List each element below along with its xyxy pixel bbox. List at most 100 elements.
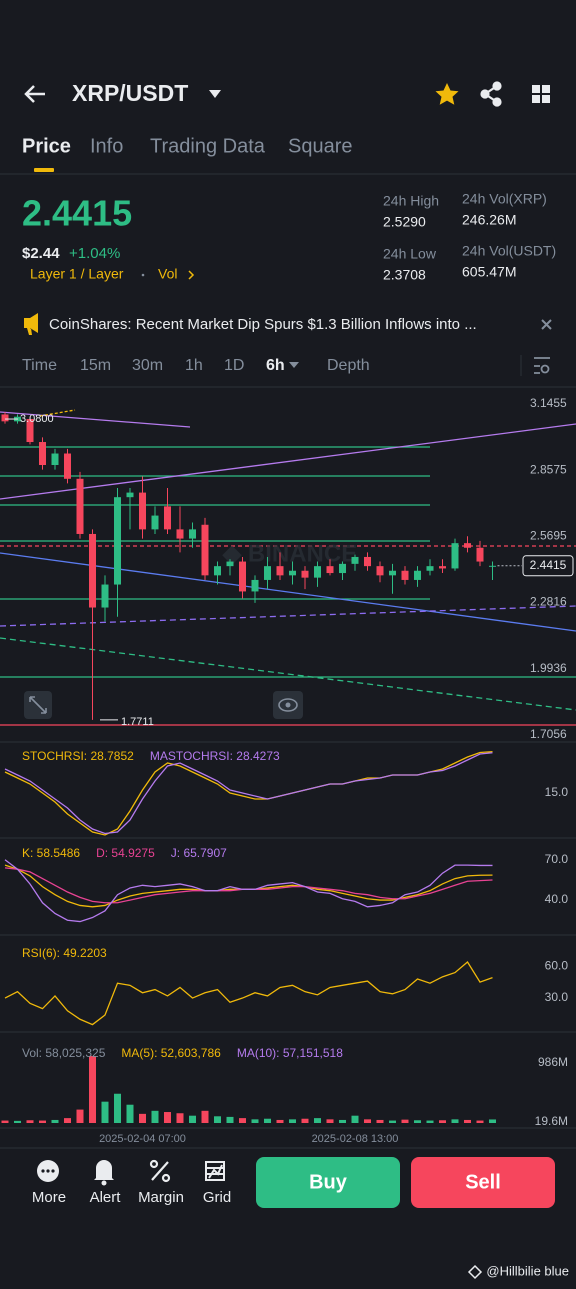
favorite-icon[interactable] [435, 83, 459, 105]
stat-label: 24h Low [383, 246, 437, 262]
pair-title[interactable]: XRP/USDT [72, 80, 188, 106]
legend-entry: Vol: 58,025,325 [22, 1046, 106, 1060]
volume-bar [126, 1104, 134, 1123]
interval[interactable]: 30m [132, 357, 163, 374]
news-icon [24, 313, 38, 335]
interval-caret[interactable] [289, 362, 299, 368]
news-close[interactable] [541, 319, 552, 330]
grid-icon[interactable] [205, 1161, 225, 1181]
buy-button[interactable] [256, 1157, 400, 1208]
price-change: +1.04% [69, 245, 120, 262]
candle-body [139, 492, 146, 530]
tab-indicator [34, 168, 54, 172]
visibility-button[interactable] [273, 691, 303, 719]
toolbar-label[interactable]: Margin [138, 1189, 184, 1206]
interval[interactable]: 15m [80, 357, 111, 374]
volume-bar [276, 1119, 284, 1123]
toolbar-label[interactable]: More [32, 1189, 66, 1206]
x-tick-label: 2025-02-08 13:00 [312, 1133, 399, 1145]
volume-bar [239, 1118, 246, 1123]
volume-bar [76, 1109, 84, 1123]
tag-dot [141, 273, 145, 277]
stat-label: 24h High [383, 193, 439, 209]
interval[interactable]: Time [22, 357, 57, 374]
buy-label[interactable]: Buy [309, 1171, 348, 1193]
high-label: 3.0800 [20, 413, 54, 425]
candle-body [126, 492, 134, 498]
tab[interactable]: Trading Data [150, 135, 266, 157]
legend-entry: MASTOCHRSI: 28.4273 [150, 749, 280, 763]
candle-body [376, 566, 384, 576]
stat-label: 24h Vol(USDT) [462, 243, 556, 259]
candle-body [201, 524, 209, 576]
volume-bar [189, 1115, 196, 1123]
indicator-line [4, 752, 493, 835]
toolbar-label[interactable]: Grid [203, 1189, 231, 1206]
low-label: 1.7711 [121, 716, 154, 728]
pair-caret[interactable] [209, 90, 221, 98]
interval[interactable]: Depth [327, 357, 370, 374]
candle-body [389, 570, 396, 576]
watermark: @Hillbilie blue [486, 1263, 569, 1278]
share-icon[interactable] [480, 81, 502, 107]
candle-body [289, 570, 296, 576]
volume-bar [414, 1120, 421, 1123]
sell-button[interactable] [411, 1157, 555, 1208]
legend-entry: RSI(6): 49.2203 [22, 946, 107, 960]
news-headline[interactable]: CoinShares: Recent Market Dip Spurs $1.3… [49, 316, 477, 333]
volume-bar [151, 1110, 159, 1123]
candle-body [314, 566, 321, 578]
volume-bar [464, 1119, 471, 1123]
y-tick-label: 1.9936 [530, 661, 567, 675]
candle-body [251, 579, 259, 592]
alert-icon[interactable] [94, 1160, 114, 1186]
legend-entry: STOCHRSI: 28.7852 [22, 749, 134, 763]
candle-body [89, 533, 96, 608]
legend-entry: MA(5): 52,603,786 [121, 1046, 221, 1060]
volume-bar [451, 1119, 459, 1123]
tag[interactable]: Vol [158, 266, 177, 282]
volume-bar [139, 1113, 146, 1123]
last-price: 2.4415 [22, 193, 132, 234]
tag[interactable]: Layer 1 / Layer [30, 266, 124, 282]
volume-bar [339, 1119, 346, 1123]
indicator-line [4, 859, 493, 923]
interval[interactable]: 6h [266, 357, 285, 374]
back-button[interactable] [24, 85, 45, 103]
volume-bar [176, 1113, 184, 1123]
volume-bar [64, 1118, 71, 1123]
volume-bar [351, 1115, 359, 1123]
candle-body [301, 570, 309, 578]
tab[interactable]: Square [288, 135, 353, 157]
indicator-line [4, 960, 493, 1026]
tag-arrow [188, 270, 195, 280]
candle-body [326, 566, 334, 574]
last-price-label: 2.4415 [530, 558, 567, 572]
interval[interactable]: 1h [185, 357, 203, 374]
volume-bar [476, 1120, 484, 1123]
legend-entry: D: 54.9275 [96, 846, 155, 860]
more-icon[interactable] [37, 1160, 59, 1182]
toolbar-label[interactable]: Alert [90, 1189, 122, 1206]
interval[interactable]: 1D [224, 357, 244, 374]
tab[interactable]: Price [22, 135, 71, 157]
margin-icon[interactable] [149, 1159, 171, 1183]
settings-icon[interactable] [534, 357, 550, 374]
tab[interactable]: Info [90, 135, 123, 157]
fiat-price: $2.44 [22, 245, 60, 262]
candle-body [151, 515, 159, 530]
stat-value: 246.26M [462, 212, 516, 228]
candle-body [414, 570, 421, 580]
candle-body [351, 556, 359, 564]
y-tick-label: 2.8575 [530, 462, 567, 476]
volume-bar [251, 1119, 259, 1123]
candle-body [226, 561, 234, 567]
expand-button[interactable] [24, 691, 52, 719]
sell-label[interactable]: Sell [465, 1171, 501, 1193]
watermark-icon [467, 1264, 483, 1280]
stat-label: 24h Vol(XRP) [462, 191, 547, 207]
volume-bar [14, 1120, 21, 1123]
layout-icon[interactable] [532, 85, 550, 103]
